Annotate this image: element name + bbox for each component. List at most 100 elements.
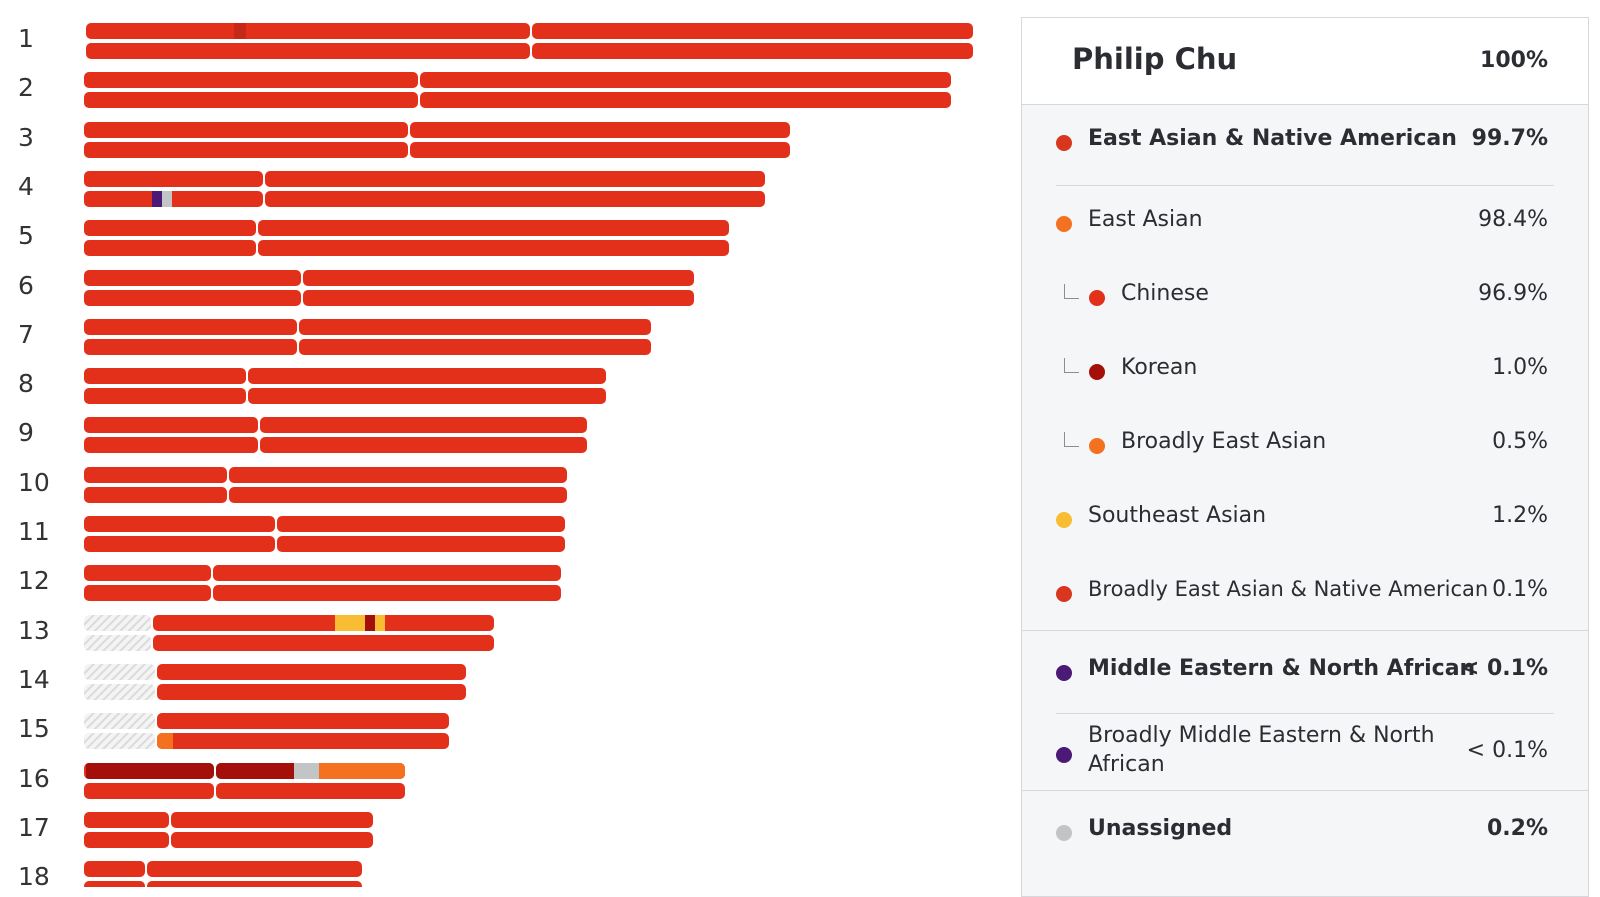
chromosome-arm[interactable] (84, 832, 169, 848)
chromosome-arm[interactable] (84, 388, 246, 404)
chromosome-arm[interactable] (420, 92, 951, 108)
chromosome-arm[interactable] (84, 92, 418, 108)
chromosome-arm[interactable] (84, 536, 275, 552)
row-southeast-asian[interactable]: Southeast Asian 1.2% (1022, 503, 1588, 535)
row-label: East Asian (1088, 207, 1203, 232)
chromosome-arm[interactable] (213, 585, 561, 601)
chromosome-arm-unassigned[interactable] (84, 713, 155, 729)
chromosome-arm[interactable] (86, 43, 530, 59)
chromosome-arm-unassigned[interactable] (84, 664, 155, 680)
chromosome-arm[interactable] (265, 191, 765, 207)
chromosome-number: 13 (18, 616, 50, 645)
chromosome-arm[interactable] (258, 240, 729, 256)
chromosome-arm-unassigned[interactable] (84, 635, 151, 651)
row-middle-eastern-north-african[interactable]: Middle Eastern & North African < 0.1% (1022, 656, 1588, 688)
chromosome-arm[interactable] (299, 319, 651, 335)
chromosome-arm[interactable] (248, 368, 606, 384)
chromosome-arm[interactable] (260, 437, 587, 453)
row-value: 0.5% (1492, 429, 1548, 454)
row-value: < 0.1% (1460, 656, 1548, 681)
chromosome-arm[interactable] (84, 783, 214, 799)
chromosome-arm[interactable] (84, 220, 256, 236)
chromosome-arm[interactable] (84, 319, 297, 335)
chromosome-arm[interactable] (84, 72, 418, 88)
chromosome-painting: 1 2 3 4 5 6 7 8 9 10 11 12 13 14 15 16 17 18 (18, 23, 973, 887)
chromosome-arm[interactable] (171, 832, 373, 848)
southeast-asian-dot-icon (1056, 512, 1072, 528)
chromosome-arm[interactable] (84, 368, 246, 384)
row-label: Broadly East Asian & Native American (1088, 577, 1489, 601)
chromosome-arm[interactable] (84, 881, 145, 887)
chromosome-arm[interactable] (153, 635, 494, 651)
chromosome-arm[interactable] (157, 664, 466, 680)
chromosome-arm[interactable] (229, 467, 567, 483)
section-divider (1022, 790, 1588, 791)
ancestry-segment (157, 733, 173, 749)
chromosome-arm[interactable] (84, 487, 227, 503)
chromosome-arm[interactable] (216, 763, 405, 779)
chromosome-arm[interactable] (229, 487, 567, 503)
row-east-asian[interactable]: East Asian 98.4% (1022, 207, 1588, 239)
chromosome-arm[interactable] (157, 684, 466, 700)
chromosome-arm[interactable] (157, 713, 449, 729)
chromosome-arm[interactable] (532, 43, 973, 59)
chromosome-arm[interactable] (303, 270, 694, 286)
row-korean[interactable]: Korean 1.0% (1022, 355, 1588, 387)
chromosome-arm[interactable] (84, 763, 214, 779)
chromosome-arm[interactable] (84, 122, 408, 138)
chromosome-arm[interactable] (410, 142, 790, 158)
chromosome-arm[interactable] (84, 467, 227, 483)
chromosome-arm[interactable] (86, 23, 530, 39)
chromosome-arm[interactable] (213, 565, 561, 581)
chromosome-arm[interactable] (84, 565, 211, 581)
row-unassigned[interactable]: Unassigned 0.2% (1022, 816, 1588, 848)
row-broadly-east-asian-native-american[interactable]: Broadly East Asian & Native American 0.1… (1022, 577, 1588, 609)
chromosome-arm[interactable] (84, 270, 301, 286)
chromosome-number: 9 (18, 418, 34, 447)
chromosome-arm[interactable] (84, 142, 408, 158)
chromosome-arm[interactable] (248, 388, 606, 404)
chromosome-arm[interactable] (260, 417, 587, 433)
chromosome-arm-unassigned[interactable] (84, 684, 155, 700)
chromosome-arm[interactable] (84, 437, 258, 453)
row-value: 1.2% (1492, 503, 1548, 528)
chromosome-arm[interactable] (303, 290, 694, 306)
chromosome-arm[interactable] (299, 339, 651, 355)
chromosome-arm[interactable] (84, 812, 169, 828)
chromosome-arm[interactable] (532, 23, 973, 39)
row-broadly-middle-eastern-north-african[interactable]: Broadly Middle Eastern & North African <… (1022, 721, 1588, 781)
chromosome-arm[interactable] (216, 783, 405, 799)
chromosome-arm[interactable] (84, 339, 297, 355)
chromosome-arm[interactable] (265, 171, 765, 187)
chromosome-number: 1 (18, 24, 34, 53)
chromosome-arm[interactable] (84, 861, 145, 877)
chromosome-arm[interactable] (84, 585, 211, 601)
chromosome-arm[interactable] (84, 417, 258, 433)
chromosome-arm[interactable] (153, 615, 494, 631)
chromosome-arm[interactable] (84, 516, 275, 532)
row-east-asian-native-american[interactable]: East Asian & Native American 99.7% (1022, 126, 1588, 158)
chromosome-arm[interactable] (410, 122, 790, 138)
chromosome-arm[interactable] (84, 171, 263, 187)
chinese-dot-icon (1089, 290, 1105, 306)
chromosome-arm[interactable] (277, 536, 565, 552)
divider (1056, 185, 1554, 186)
chromosome-arm[interactable] (147, 861, 362, 877)
chromosome-arm-unassigned[interactable] (84, 615, 151, 631)
chromosome-arm[interactable] (84, 191, 263, 207)
ancestry-segment (152, 191, 162, 207)
ancestry-segment (365, 615, 375, 631)
chromosome-arm[interactable] (84, 240, 256, 256)
chromosome-arm[interactable] (258, 220, 729, 236)
chromosome-arm[interactable] (147, 881, 362, 887)
row-chinese[interactable]: Chinese 96.9% (1022, 281, 1588, 313)
chromosome-arm[interactable] (84, 290, 301, 306)
total-percentage: 100% (1480, 48, 1548, 73)
chromosome-arm[interactable] (277, 516, 565, 532)
row-broadly-east-asian[interactable]: Broadly East Asian 0.5% (1022, 429, 1588, 461)
chromosome-arm[interactable] (171, 812, 373, 828)
chromosome-arm[interactable] (420, 72, 951, 88)
chromosome-arm[interactable] (157, 733, 449, 749)
chromosome-arm-unassigned[interactable] (84, 733, 155, 749)
mena-dot-icon (1056, 665, 1072, 681)
